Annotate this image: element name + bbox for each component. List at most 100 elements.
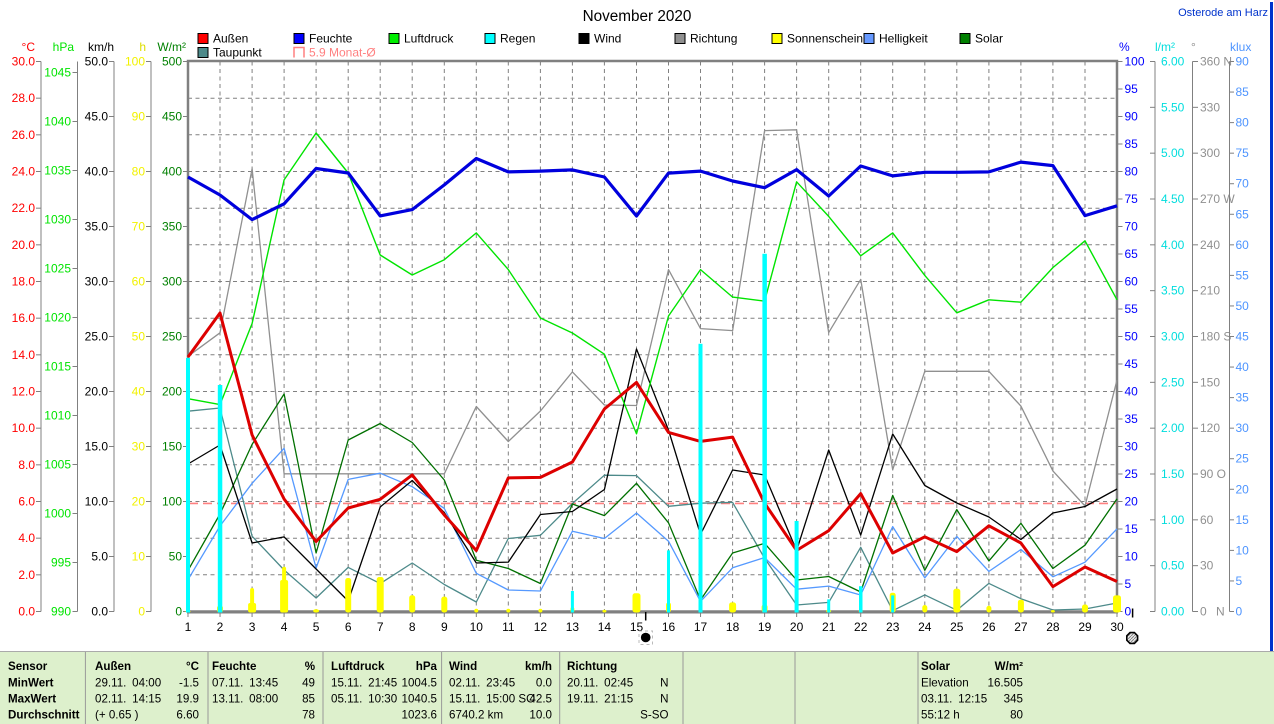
svg-text:24.0: 24.0 xyxy=(12,165,36,179)
svg-text:85: 85 xyxy=(302,693,315,706)
svg-text:28.0: 28.0 xyxy=(12,91,36,105)
svg-text:10: 10 xyxy=(1125,550,1139,564)
svg-text:40.0: 40.0 xyxy=(85,165,109,179)
svg-text:15: 15 xyxy=(1125,522,1139,536)
svg-text:1030: 1030 xyxy=(44,213,71,227)
svg-text:Helligkeit: Helligkeit xyxy=(879,32,928,46)
svg-text:12: 12 xyxy=(534,620,548,634)
svg-text:10.0: 10.0 xyxy=(529,709,552,722)
svg-text:49: 49 xyxy=(302,677,315,690)
svg-text:15.0: 15.0 xyxy=(85,440,109,454)
svg-text:250: 250 xyxy=(162,330,182,344)
svg-text:20.0: 20.0 xyxy=(12,238,36,252)
svg-text:km/h: km/h xyxy=(525,660,552,673)
svg-text:70: 70 xyxy=(132,220,146,234)
svg-text:02.11. 23:45: 02.11. 23:45 xyxy=(449,677,515,690)
svg-text:500: 500 xyxy=(162,55,182,69)
svg-text:1045: 1045 xyxy=(44,66,71,80)
svg-text:25: 25 xyxy=(1236,452,1250,466)
svg-text:25.0: 25.0 xyxy=(85,330,109,344)
svg-text:1025: 1025 xyxy=(44,262,71,276)
svg-text:24: 24 xyxy=(918,620,932,634)
svg-text:klux: klux xyxy=(1230,40,1251,54)
svg-text:75: 75 xyxy=(1236,146,1250,160)
svg-text:1.00: 1.00 xyxy=(1161,513,1185,527)
svg-text:11: 11 xyxy=(502,620,515,634)
svg-text:2: 2 xyxy=(217,620,224,634)
svg-text:Richtung: Richtung xyxy=(567,660,617,673)
svg-text:55:12 h: 55:12 h xyxy=(921,709,960,722)
svg-text:100: 100 xyxy=(162,495,182,509)
svg-text:W/m²: W/m² xyxy=(157,40,186,54)
svg-text:80: 80 xyxy=(132,165,146,179)
svg-text:50: 50 xyxy=(132,330,146,344)
svg-text:45.0: 45.0 xyxy=(85,110,109,124)
svg-text:N: N xyxy=(1216,605,1225,619)
svg-text:0.0: 0.0 xyxy=(18,605,35,619)
svg-text:22.0: 22.0 xyxy=(12,201,36,215)
svg-text:10.0: 10.0 xyxy=(12,421,36,435)
svg-text:9: 9 xyxy=(441,620,448,634)
svg-text:200: 200 xyxy=(162,385,182,399)
svg-text:5: 5 xyxy=(1125,577,1132,591)
svg-text:16: 16 xyxy=(662,620,676,634)
svg-text:5: 5 xyxy=(313,620,320,634)
svg-text:0.00: 0.00 xyxy=(1161,605,1185,619)
svg-text:150: 150 xyxy=(1200,375,1220,389)
svg-text:45: 45 xyxy=(1236,330,1250,344)
svg-text:40: 40 xyxy=(1125,385,1139,399)
svg-text:2.0: 2.0 xyxy=(18,568,35,582)
svg-text:29.11. 04:00: 29.11. 04:00 xyxy=(95,677,161,690)
svg-text:Feuchte: Feuchte xyxy=(212,660,257,673)
svg-text:03.11. 12:15: 03.11. 12:15 xyxy=(921,693,987,706)
svg-text:14: 14 xyxy=(598,620,612,634)
svg-text:25: 25 xyxy=(1125,467,1139,481)
svg-text:100: 100 xyxy=(125,55,145,69)
svg-text:20: 20 xyxy=(1125,495,1139,509)
svg-text:MaxWert: MaxWert xyxy=(8,693,56,706)
svg-text:16.0: 16.0 xyxy=(12,311,36,325)
svg-text:1020: 1020 xyxy=(44,311,71,325)
svg-text:(+ 0.65 ): (+ 0.65 ) xyxy=(95,709,139,722)
svg-text:70: 70 xyxy=(1236,177,1250,191)
svg-text:27: 27 xyxy=(1014,620,1028,634)
svg-text:4.00: 4.00 xyxy=(1161,238,1185,252)
svg-text:5.0: 5.0 xyxy=(91,550,108,564)
svg-text:Feuchte: Feuchte xyxy=(309,32,353,46)
svg-text:40: 40 xyxy=(132,385,146,399)
svg-text:1035: 1035 xyxy=(44,164,71,178)
svg-text:-1.5: -1.5 xyxy=(179,677,199,690)
svg-text:15: 15 xyxy=(1236,513,1250,527)
svg-text:22: 22 xyxy=(854,620,868,634)
svg-text:0: 0 xyxy=(1125,605,1132,619)
svg-text:16.505: 16.505 xyxy=(988,677,1023,690)
svg-text:hPa: hPa xyxy=(416,660,438,673)
svg-text:65: 65 xyxy=(1125,247,1139,261)
svg-text:20: 20 xyxy=(132,495,146,509)
svg-text:30: 30 xyxy=(132,440,146,454)
svg-text:4.0: 4.0 xyxy=(18,531,35,545)
svg-text:60: 60 xyxy=(1200,513,1214,527)
svg-text:Solar: Solar xyxy=(975,32,1003,46)
svg-text:%: % xyxy=(305,660,315,673)
svg-text:10: 10 xyxy=(1236,543,1250,557)
svg-text:Außen: Außen xyxy=(213,32,248,46)
svg-text:3.50: 3.50 xyxy=(1161,284,1185,298)
svg-text:N: N xyxy=(660,693,668,706)
svg-text:6.60: 6.60 xyxy=(176,709,199,722)
svg-text:20.0: 20.0 xyxy=(85,385,109,399)
svg-text:450: 450 xyxy=(162,110,182,124)
svg-text:70: 70 xyxy=(1125,220,1139,234)
svg-text:10.0: 10.0 xyxy=(85,495,109,509)
svg-text:November 2020: November 2020 xyxy=(583,8,692,25)
svg-text:40: 40 xyxy=(1236,360,1250,374)
svg-text:8: 8 xyxy=(409,620,416,634)
svg-text:6740.2 km: 6740.2 km xyxy=(449,709,503,722)
svg-text:65: 65 xyxy=(1236,207,1250,221)
svg-text:4: 4 xyxy=(281,620,288,634)
svg-text:55: 55 xyxy=(1125,302,1139,316)
svg-text:5.9 Monat-Ø: 5.9 Monat-Ø xyxy=(309,46,376,60)
svg-text:29: 29 xyxy=(1078,620,1092,634)
svg-text:150: 150 xyxy=(162,440,182,454)
svg-text:S-SO: S-SO xyxy=(640,709,668,722)
